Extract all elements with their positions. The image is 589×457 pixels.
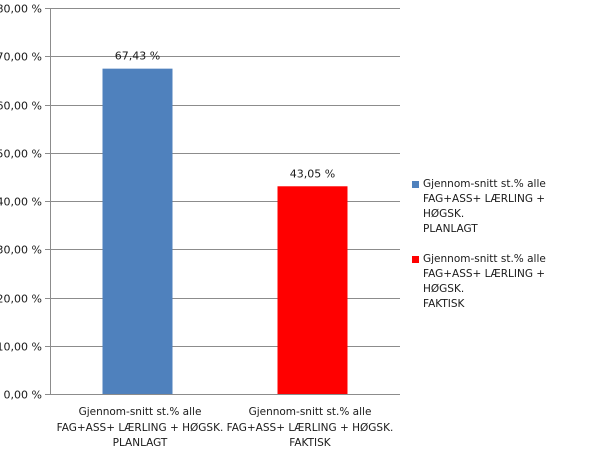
bar-faktisk bbox=[277, 186, 348, 394]
data-label-planlagt: 67,43 % bbox=[115, 50, 160, 63]
x-category-label-planlagt: Gjennom-snitt st.% alle FAG+ASS+ LÆRLING… bbox=[56, 406, 224, 449]
data-labels: 67,43 % 43,05 % bbox=[115, 50, 335, 181]
bars bbox=[102, 68, 348, 394]
y-tick-label: 80,00 % bbox=[0, 3, 42, 16]
x-category-label-faktisk: Gjennom-snitt st.% alle FAG+ASS+ LÆRLING… bbox=[226, 406, 394, 449]
legend: Gjennom-snitt st.% alle FAG+ASS+ LÆRLING… bbox=[412, 177, 588, 327]
y-tick-label: 10,00 % bbox=[0, 341, 42, 354]
legend-label-faktisk: Gjennom-snitt st.% alle FAG+ASS+ LÆRLING… bbox=[423, 253, 546, 310]
bar-planlagt bbox=[102, 68, 173, 394]
legend-swatch-planlagt bbox=[412, 181, 419, 188]
legend-item-planlagt: Gjennom-snitt st.% alle FAG+ASS+ LÆRLING… bbox=[412, 177, 588, 237]
legend-item-faktisk: Gjennom-snitt st.% alle FAG+ASS+ LÆRLING… bbox=[412, 252, 588, 312]
y-tick-label: 20,00 % bbox=[0, 293, 42, 306]
data-label-faktisk: 43,05 % bbox=[290, 167, 335, 180]
y-tick-label: 40,00 % bbox=[0, 196, 42, 209]
y-tick-label: 50,00 % bbox=[0, 148, 42, 161]
y-axis-ticks: 0,00 % 10,00 % 20,00 % 30,00 % 40,00 % 50,00 … bbox=[0, 3, 50, 402]
y-tick-label: 60,00 % bbox=[0, 100, 42, 113]
y-tick-label: 70,00 % bbox=[0, 51, 42, 64]
legend-swatch-faktisk bbox=[412, 256, 419, 263]
legend-label-planlagt: Gjennom-snitt st.% alle FAG+ASS+ LÆRLING… bbox=[423, 178, 546, 235]
y-tick-label: 30,00 % bbox=[0, 244, 42, 257]
y-tick-label: 0,00 % bbox=[4, 389, 42, 402]
